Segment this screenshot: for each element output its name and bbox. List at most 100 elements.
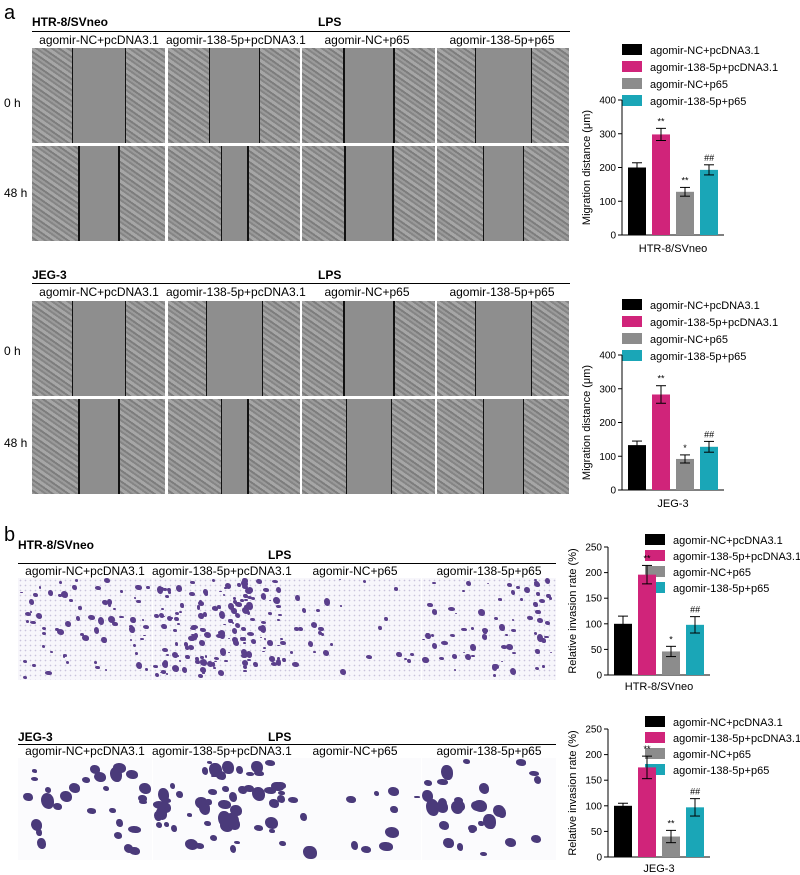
- bar: [614, 805, 632, 857]
- transwell-micrograph: [287, 758, 421, 860]
- invasion-images-htr: [18, 578, 556, 680]
- transwell-micrograph: [18, 758, 152, 860]
- significance-mark: **: [643, 553, 651, 563]
- legend-swatch: [645, 534, 665, 545]
- significance-mark: ##: [704, 429, 715, 439]
- bar: [652, 134, 670, 235]
- bar: [686, 807, 704, 857]
- legend-entry: agomir-138-5p+pcDNA3.1: [673, 551, 800, 563]
- y-tick-label: 50: [591, 645, 603, 656]
- legend-entry: agomir-NC+p65: [673, 567, 751, 579]
- y-tick-label: 200: [585, 568, 602, 579]
- group-header-4: agomir-138-5p+p65: [449, 33, 555, 47]
- y-tick-label: 300: [599, 129, 616, 140]
- wound-micrograph: [302, 146, 435, 241]
- wound-micrograph: [32, 146, 165, 241]
- y-tick-label: 250: [585, 725, 602, 736]
- bar: [638, 574, 656, 675]
- wound-micrograph: [167, 48, 300, 143]
- time-label-48h: 48 h: [4, 436, 28, 450]
- legend-swatch: [645, 732, 665, 743]
- cell-line-label-jeg-a: JEG-3: [32, 268, 67, 282]
- wound-micrograph: [302, 301, 435, 396]
- cell-line-label-htr-a: HTR-8/SVneo: [32, 15, 109, 29]
- wound-micrograph: [32, 48, 165, 143]
- transwell-micrograph: [18, 578, 152, 680]
- cell-line-label-jeg-b: JEG-3: [18, 730, 53, 744]
- y-tick-label: 400: [599, 96, 616, 107]
- legend-swatch: [622, 95, 642, 106]
- y-tick-label: 0: [610, 231, 616, 242]
- legend-swatch: [622, 44, 642, 55]
- legend-entry: agomir-138-5p+p65: [673, 765, 769, 777]
- wound-micrograph: [436, 48, 569, 143]
- legend-entry: agomir-138-5p+pcDNA3.1: [650, 62, 778, 74]
- significance-mark: **: [667, 818, 675, 828]
- time-label-48h: 48 h: [4, 186, 28, 200]
- legend-entry: agomir-138-5p+p65: [650, 96, 746, 108]
- bar: [662, 836, 680, 857]
- bar: [652, 394, 670, 490]
- bar: [700, 169, 718, 235]
- legend-entry: agomir-138-5p+p65: [650, 351, 746, 363]
- invasion-chart-htr: agomir-NC+pcDNA3.1 agomir-138-5p+pcDNA3.1…: [567, 534, 800, 693]
- wound-micrograph: [436, 146, 569, 241]
- legend-swatch: [622, 350, 642, 361]
- x-axis-label: JEG-3: [643, 863, 674, 875]
- significance-mark: ##: [704, 153, 715, 163]
- legend-swatch: [645, 566, 665, 577]
- transwell-micrograph: [421, 578, 556, 680]
- group-header-4: agomir-138-5p+p65: [449, 285, 555, 299]
- y-tick-label: 400: [599, 351, 616, 362]
- y-axis-label: Relative invasion rate (%): [567, 730, 579, 855]
- legend-swatch: [622, 333, 642, 344]
- significance-mark: ##: [690, 605, 701, 615]
- bar: [686, 624, 704, 675]
- legend-swatch: [622, 316, 642, 327]
- y-tick-label: 100: [585, 619, 602, 630]
- group-header-4: agomir-138-5p+p65: [436, 564, 542, 578]
- y-tick-label: 200: [599, 163, 616, 174]
- lps-label-b-htr: LPS: [268, 548, 292, 562]
- panel-a-letter: a: [4, 2, 16, 24]
- wound-micrograph: [32, 399, 165, 494]
- legend-entry: agomir-138-5p+pcDNA3.1: [673, 733, 800, 745]
- group-header-2: agomir-138-5p+pcDNA3.1: [152, 564, 292, 578]
- y-axis-label: Relative invasion rate (%): [567, 548, 579, 673]
- y-tick-label: 0: [596, 853, 602, 864]
- lps-bracket-line: [18, 744, 556, 745]
- transwell-micrograph: [287, 578, 421, 680]
- invasion-chart-jeg: agomir-NC+pcDNA3.1 agomir-138-5p+pcDNA3.1…: [567, 716, 800, 875]
- legend-swatch: [622, 299, 642, 310]
- invasion-images-jeg: [18, 758, 556, 860]
- legend-entry: agomir-NC+pcDNA3.1: [673, 535, 783, 547]
- significance-mark: ##: [690, 787, 701, 797]
- wound-micrograph: [302, 48, 435, 143]
- group-header-1: agomir-NC+pcDNA3.1: [39, 33, 159, 47]
- migration-chart-htr: agomir-NC+pcDNA3.1 agomir-138-5p+pcDNA3.1…: [581, 44, 778, 255]
- significance-mark: **: [657, 374, 665, 384]
- x-axis-label: HTR-8/SVneo: [625, 681, 693, 693]
- group-header-1: agomir-NC+pcDNA3.1: [39, 285, 159, 299]
- group-header-3: agomir-NC+p65: [312, 564, 398, 578]
- y-tick-label: 100: [599, 197, 616, 208]
- y-axis-label: Migration distance (μm): [581, 365, 593, 480]
- bar: [638, 767, 656, 857]
- wound-micrograph: [436, 301, 569, 396]
- wound-micrograph: [436, 399, 569, 494]
- significance-mark: **: [643, 744, 651, 754]
- legend-entry: agomir-NC+p65: [673, 749, 751, 761]
- y-tick-label: 250: [585, 543, 602, 554]
- significance-mark: *: [669, 634, 673, 644]
- migration-chart-jeg: agomir-NC+pcDNA3.1 agomir-138-5p+pcDNA3.1…: [581, 299, 778, 510]
- transwell-micrograph: [421, 758, 556, 860]
- bar: [628, 445, 646, 490]
- wound-micrograph: [32, 301, 165, 396]
- x-axis-label: HTR-8/SVneo: [639, 243, 707, 255]
- bar: [676, 458, 694, 490]
- bar: [662, 651, 680, 675]
- legend-swatch: [645, 716, 665, 727]
- group-header-2: agomir-138-5p+pcDNA3.1: [152, 744, 292, 758]
- group-header-3: agomir-NC+p65: [324, 33, 410, 47]
- legend-entry: agomir-NC+pcDNA3.1: [650, 45, 760, 57]
